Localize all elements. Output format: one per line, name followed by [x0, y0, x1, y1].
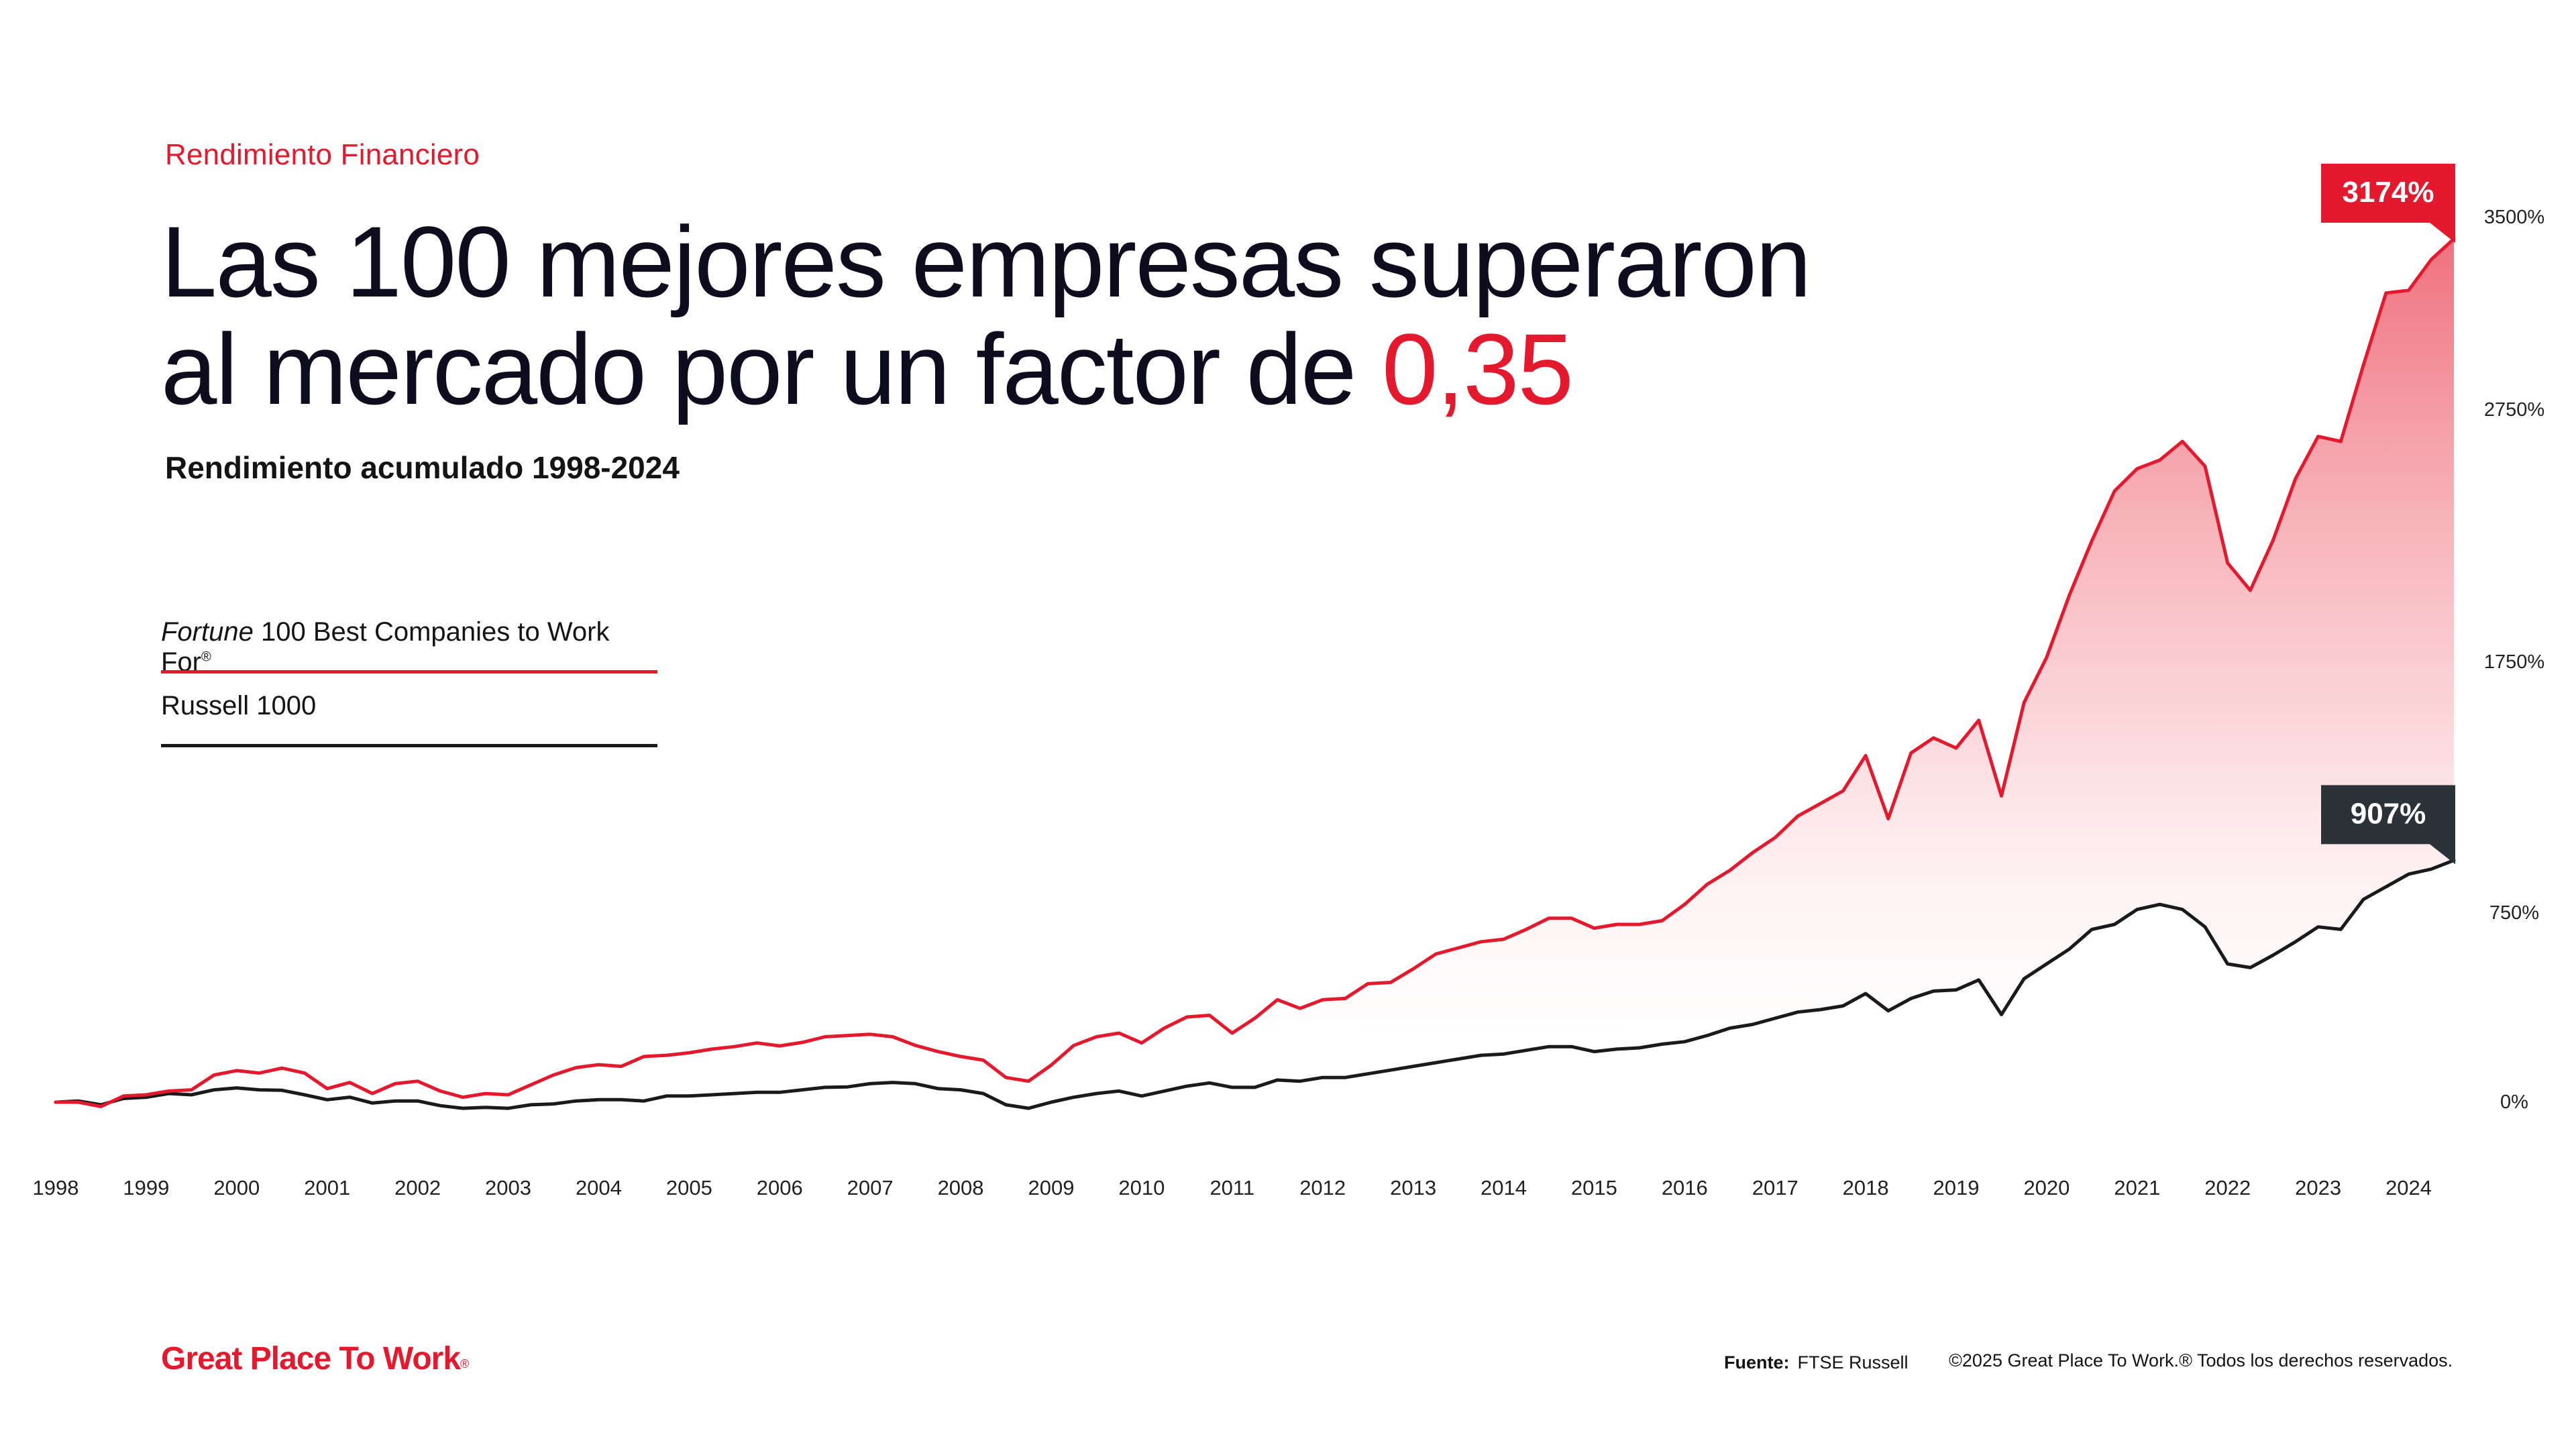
x-tick-label: 2015: [1571, 1176, 1617, 1199]
brand-logo: Great Place To Work®: [161, 1340, 469, 1377]
x-tick-label: 2009: [1028, 1176, 1074, 1199]
headline-line-2: al mercado por un factor de 0,35: [161, 315, 1905, 423]
series-line-fortune-100: [54, 237, 2456, 1108]
x-tick-label: 2021: [2114, 1176, 2160, 1199]
source-value: FTSE Russell: [1797, 1352, 1909, 1373]
x-tick-label: 2024: [2385, 1176, 2432, 1199]
x-tick-label: 2014: [1481, 1176, 1527, 1199]
legend-swatch-fortune: [161, 670, 657, 674]
x-tick-label: 1998: [33, 1176, 79, 1199]
series-line-russell-1000: [54, 858, 2456, 1110]
x-tick-label: 2020: [2023, 1176, 2070, 1199]
y-tick-label: 1750%: [2484, 651, 2544, 673]
y-tick-label: 3500%: [2484, 207, 2544, 228]
x-tick-label: 2000: [213, 1176, 260, 1199]
x-tick-label: 2008: [938, 1176, 984, 1199]
legend-item-russell: Russell 1000: [161, 691, 657, 747]
callout-fortune-100-box: [2321, 164, 2455, 244]
chart-subtitle: Rendimiento acumulado 1998-2024: [165, 450, 680, 485]
x-tick-label: 2013: [1390, 1176, 1436, 1199]
x-tick-label: 2022: [2204, 1176, 2251, 1199]
legend-label-russell: Russell 1000: [161, 691, 317, 720]
legend-fortune-mark: ®: [201, 649, 211, 665]
y-tick-label: 750%: [2489, 902, 2539, 924]
x-tick-label: 2011: [1210, 1176, 1254, 1199]
source-note: Fuente: FTSE Russell: [1724, 1352, 1909, 1373]
x-tick-label: 2003: [485, 1176, 531, 1199]
x-tick-label: 2012: [1299, 1176, 1346, 1199]
plot-area: 0% 750% 1750% 2750% 3500% 1998 1999 2000 2001 200…: [33, 164, 2544, 1199]
callout-russell-1000-box: [2321, 785, 2455, 865]
x-tick-label: 1999: [123, 1176, 169, 1199]
x-tick-label: 2005: [666, 1176, 712, 1199]
legend-item-fortune: Fortune 100 Best Companies to Work For®: [161, 617, 657, 677]
page-title: Las 100 mejores empresas superaron al me…: [161, 208, 1905, 423]
y-tick-label: 2750%: [2484, 399, 2544, 421]
x-tick-label: 2018: [1843, 1176, 1889, 1199]
chart-legend: Fortune 100 Best Companies to Work For® …: [161, 617, 657, 765]
x-tick-label: 2004: [576, 1176, 622, 1199]
x-tick-label: 2010: [1118, 1176, 1165, 1199]
x-tick-label: 2019: [1933, 1176, 1980, 1199]
callout-russell-1000-label: 907%: [2351, 797, 2426, 830]
legend-fortune-italic: Fortune: [161, 617, 254, 647]
x-tick-label: 2006: [757, 1176, 803, 1199]
brand-name: Great Place To Work: [161, 1341, 461, 1377]
outperformance-area: [56, 239, 2454, 1109]
eyebrow-label: Rendimiento Financiero: [165, 138, 480, 171]
x-tick-label: 2002: [394, 1176, 441, 1199]
x-tick-label: 2017: [1752, 1176, 1799, 1199]
legend-swatch-russell: [161, 744, 657, 747]
x-tick-label: 2001: [304, 1176, 350, 1199]
x-tick-label: 2023: [2295, 1176, 2341, 1199]
headline-highlight: 0,35: [1382, 313, 1574, 425]
source-label: Fuente:: [1724, 1352, 1790, 1373]
x-tick-label: 2016: [1662, 1176, 1708, 1199]
headline-line-1: Las 100 mejores empresas superaron: [161, 205, 1811, 318]
callout-fortune-100-label: 3174%: [2342, 176, 2434, 209]
y-tick-label: 0%: [2500, 1091, 2528, 1113]
x-tick-label: 2007: [847, 1176, 894, 1199]
copyright-note: ©2025 Great Place To Work.® Todos los de…: [1949, 1350, 2453, 1371]
brand-mark: ®: [460, 1357, 469, 1371]
headline-line-2-prefix: al mercado por un factor de: [161, 313, 1383, 425]
